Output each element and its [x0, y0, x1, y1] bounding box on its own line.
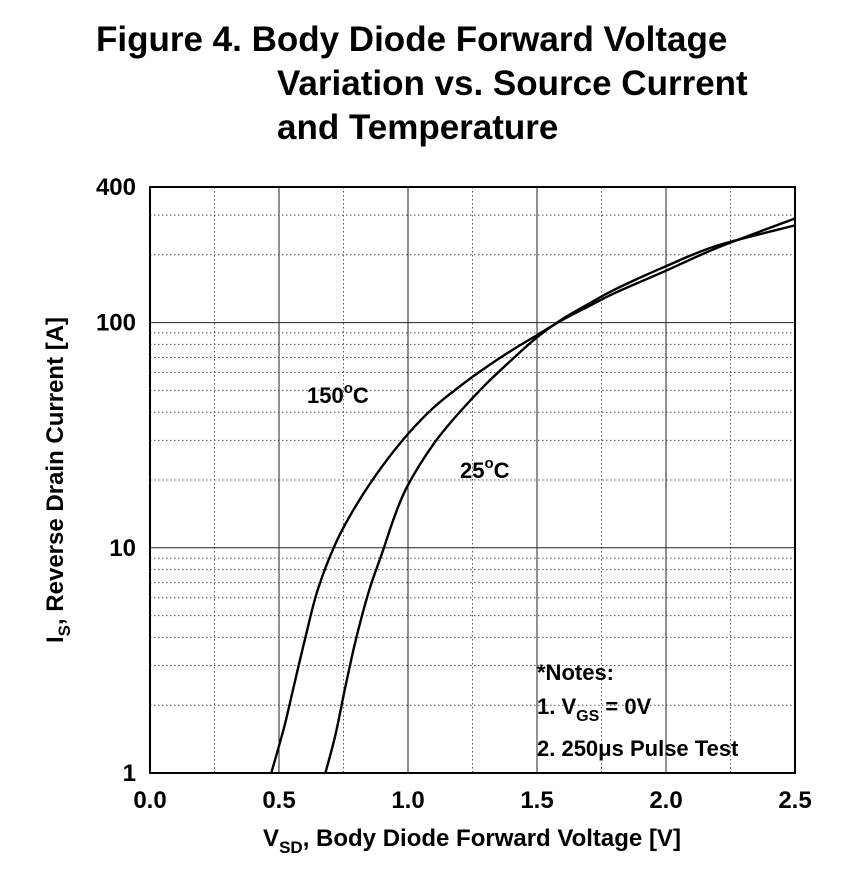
x-tick-label: 2.5 [778, 787, 811, 814]
x-tick-label: 1.5 [520, 787, 553, 814]
note-2: 2. 250μs Pulse Test [537, 736, 739, 761]
y-tick-labels: 1 10 100 400 [96, 174, 136, 787]
series-label-150c: 150oC [307, 380, 369, 408]
x-axis-label: VSD, Body Diode Forward Voltage [V] [263, 825, 681, 857]
y-axis-label: IS, Reverse Drain Current [A] [42, 317, 74, 643]
series-line-150c [270, 217, 796, 774]
x-tick-label: 2.0 [649, 787, 682, 814]
series-label-25c: 25oC [460, 455, 510, 483]
y-tick-label: 400 [96, 174, 136, 201]
y-tick-label: 10 [109, 535, 136, 562]
y-tick-label: 100 [96, 310, 136, 337]
x-tick-labels: 0.0 0.5 1.0 1.5 2.0 2.5 [133, 787, 811, 814]
y-tick-label: 1 [123, 760, 136, 787]
title-line-2: Variation vs. Source Current [277, 64, 748, 103]
x-tick-label: 1.0 [391, 787, 424, 814]
x-tick-label: 0.5 [262, 787, 295, 814]
title-line-1: Figure 4. Body Diode Forward Voltage [96, 20, 728, 59]
note-1: 1. VGS = 0V [537, 694, 652, 725]
series-line-25c [324, 224, 796, 774]
notes-heading: *Notes: [537, 660, 614, 685]
curves [270, 217, 796, 774]
title-line-3: and Temperature [277, 108, 559, 147]
grid-minor [150, 187, 795, 773]
grid-major [150, 187, 795, 773]
plot-frame [149, 186, 796, 774]
x-tick-label: 0.0 [133, 787, 166, 814]
